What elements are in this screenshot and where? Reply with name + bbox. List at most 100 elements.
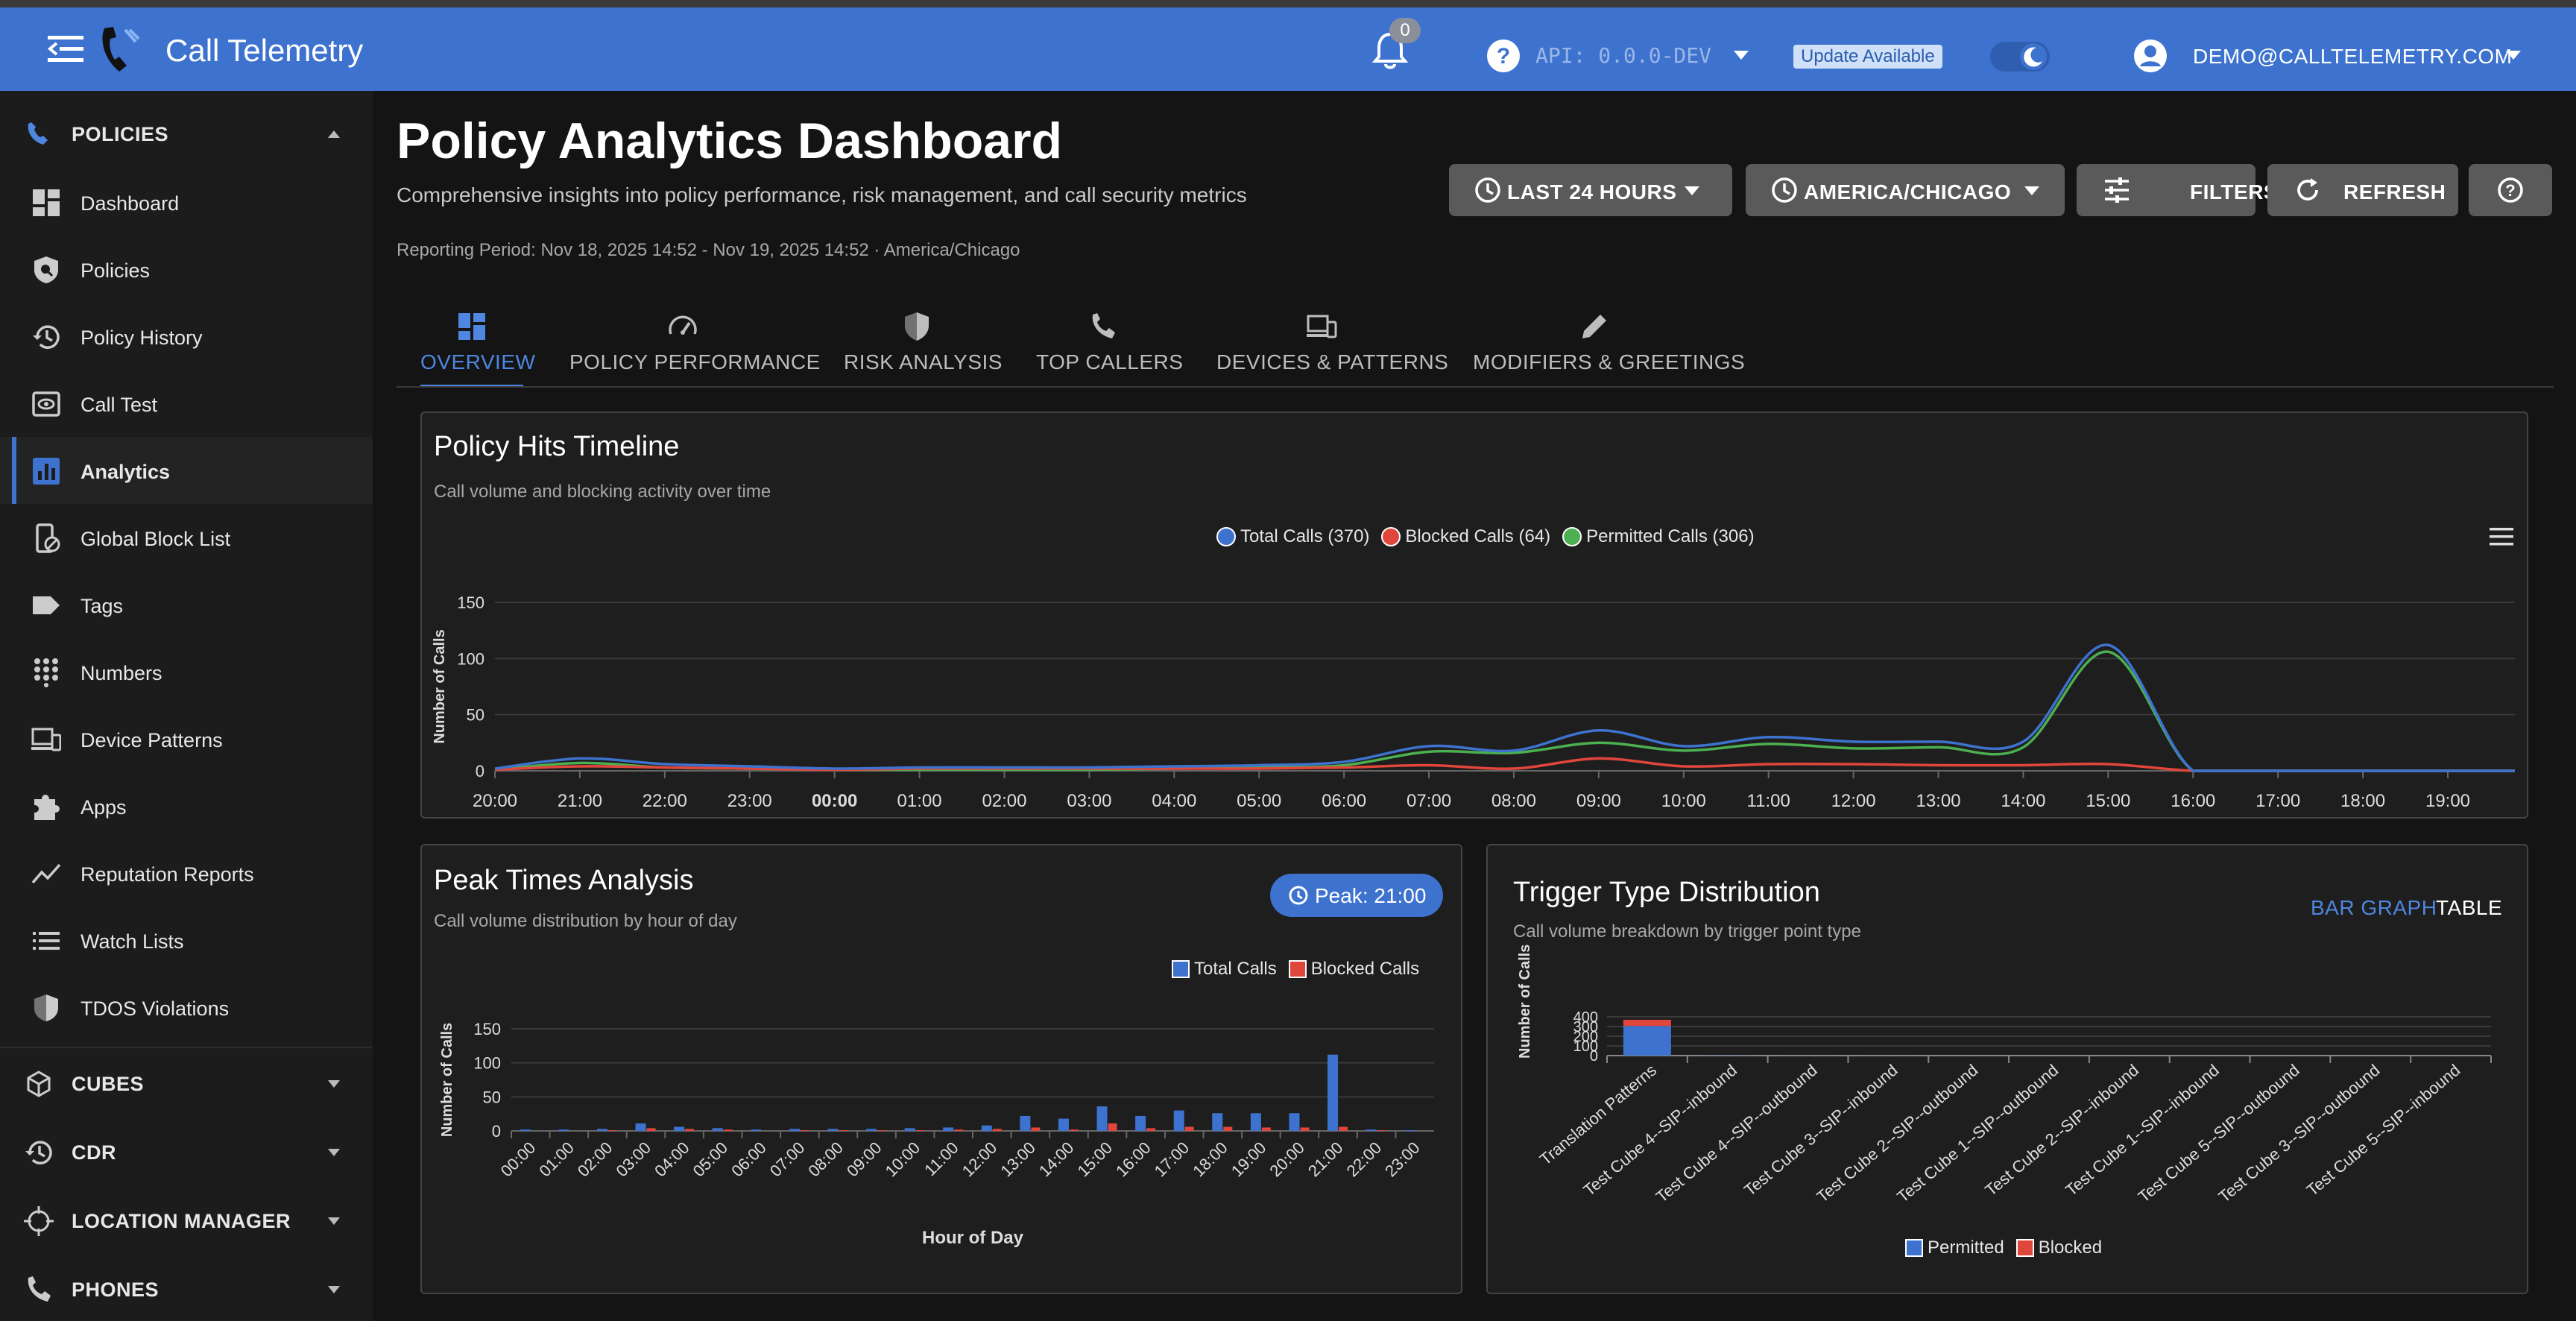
user-email[interactable]: DEMO@CALLTELEMETRY.COM: [2193, 45, 2513, 68]
bar-blocked: [877, 1130, 887, 1131]
x-tick-label: 18:00: [2340, 791, 2385, 811]
table-toggle[interactable]: TABLE: [2436, 896, 2503, 919]
y-tick-label: 300: [1573, 1019, 1598, 1035]
x-tick-label: 06:00: [1322, 791, 1366, 811]
x-tick-label: 21:00: [558, 791, 602, 811]
bar-blocked: [915, 1130, 925, 1131]
update-available-chip[interactable]: Update Available: [1793, 45, 1942, 69]
x-tick-label: 13:00: [1916, 791, 1960, 811]
tab-policy-performance[interactable]: POLICY PERFORMANCE: [569, 306, 820, 388]
bar-total: [712, 1128, 723, 1131]
sidebar-item-reputation-reports[interactable]: Reputation Reports: [0, 839, 373, 907]
legend-item-blocked[interactable]: Blocked: [2015, 1238, 2102, 1258]
x-tick-label: 11:00: [921, 1138, 962, 1179]
chart-menu-icon[interactable]: [2490, 528, 2513, 546]
puzzle-icon: [34, 795, 60, 820]
chevron-down-icon[interactable]: [2506, 51, 2521, 60]
time-range-select[interactable]: LAST 24 HOURS: [1449, 164, 1732, 216]
legend-item-permitted[interactable]: Permitted: [1905, 1238, 2004, 1258]
shield-icon: [34, 994, 58, 1021]
sidebar-item-call-test[interactable]: Call Test: [0, 370, 373, 437]
bar-total: [1289, 1113, 1300, 1131]
bar-total: [1250, 1113, 1261, 1131]
phone-icon: [1092, 313, 1115, 338]
x-tick-label: 12:00: [959, 1138, 1001, 1181]
x-tick-label: 05:00: [1237, 791, 1281, 811]
y-tick-label: 100: [473, 1054, 501, 1073]
sidebar: POLICIES Dashboard Policies Policy Histo…: [0, 91, 373, 1321]
chevron-down-icon: [1685, 186, 1699, 195]
app-title: Call Telemetry: [165, 33, 364, 68]
sidebar-section-label: POLICIES: [72, 122, 169, 145]
bar-total: [789, 1129, 800, 1131]
toggle-knob: [2020, 43, 2047, 70]
bar-total: [596, 1129, 607, 1131]
card-subtitle: Call volume breakdown by trigger point t…: [1513, 921, 1861, 942]
sidebar-item-label: Analytics: [80, 461, 171, 483]
api-version[interactable]: API: 0.0.0-DEV: [1535, 43, 1712, 68]
sidebar-section-cdr[interactable]: CDR: [0, 1118, 373, 1187]
card-subtitle: Call volume and blocking activity over t…: [434, 482, 771, 502]
sidebar-item-policies[interactable]: Policies: [0, 236, 373, 303]
sidebar-section-cubes[interactable]: CUBES: [0, 1050, 373, 1118]
bar-total: [635, 1123, 646, 1131]
x-tick-label: 18:00: [1189, 1138, 1231, 1181]
legend-item-total[interactable]: Total Calls: [1172, 959, 1277, 980]
bar-graph-toggle[interactable]: BAR GRAPH: [2311, 896, 2437, 919]
sidebar-item-tdos-violations[interactable]: TDOS Violations: [0, 974, 373, 1041]
bar-total: [1366, 1129, 1377, 1131]
sidebar-section-phones[interactable]: PHONES: [0, 1255, 373, 1321]
phone-logo-icon: [102, 27, 140, 72]
theme-toggle[interactable]: [1990, 42, 2050, 72]
sidebar-item-dashboard[interactable]: Dashboard: [0, 168, 373, 236]
moon-icon: [2024, 47, 2042, 67]
x-tick-label: 10:00: [1661, 791, 1706, 811]
legend-item-blocked[interactable]: Blocked Calls (64): [1381, 526, 1550, 547]
menu-collapse-icon[interactable]: [48, 36, 83, 63]
timezone-select[interactable]: AMERICA/CHICAGO: [1746, 164, 2065, 216]
sidebar-item-tags[interactable]: Tags: [0, 571, 373, 638]
legend-item-blocked[interactable]: Blocked Calls: [1288, 959, 1419, 980]
y-tick-label: 150: [473, 1020, 501, 1038]
peak-times-chart: 0 50 100 150 Number of Calls Hour of Day 00:00…: [439, 1020, 1434, 1248]
y-axis-label: Number of Calls: [439, 1023, 455, 1137]
bar-total: [904, 1128, 915, 1131]
filters-button[interactable]: FILTERS: [2077, 164, 2278, 216]
legend-item-permitted[interactable]: Permitted Calls (306): [1562, 526, 1755, 547]
help-button[interactable]: ?: [2469, 164, 2552, 216]
x-tick-label: Test Cube 4--SIP--outbound: [1652, 1061, 1821, 1206]
x-tick-label: 08:00: [804, 1138, 847, 1181]
sidebar-item-analytics[interactable]: Analytics: [0, 437, 373, 504]
x-tick-label: 01:00: [897, 791, 942, 811]
app-bar: Call Telemetry 0 ? API: 0.0.0-DEV Update…: [0, 7, 2576, 91]
x-tick-label: 02:00: [574, 1138, 616, 1181]
sidebar-item-label: Policy History: [80, 327, 203, 349]
trigger-type-card: Trigger Type Distribution Call volume br…: [1486, 844, 2528, 1294]
refresh-button[interactable]: REFRESH: [2267, 164, 2458, 216]
sidebar-item-numbers[interactable]: Numbers: [0, 638, 373, 705]
account-circle-icon[interactable]: [2133, 39, 2168, 73]
sidebar-item-policy-history[interactable]: Policy History: [0, 303, 373, 370]
tab-devices-patterns[interactable]: DEVICES & PATTERNS: [1216, 306, 1448, 388]
x-tick-label: 01:00: [535, 1138, 578, 1181]
sidebar-section-policies[interactable]: POLICIES: [0, 100, 373, 168]
help-circle-icon[interactable]: ?: [1486, 39, 1521, 73]
tab-risk-analysis[interactable]: RISK ANALYSIS: [844, 306, 1002, 388]
tab-top-callers[interactable]: TOP CALLERS: [1036, 306, 1183, 388]
tab-overview[interactable]: OVERVIEW: [420, 306, 535, 388]
tab-modifiers-greetings[interactable]: MODIFIERS & GREETINGS: [1473, 306, 1745, 388]
x-tick-label: Test Cube 5--SIP--inbound: [2303, 1061, 2464, 1200]
sidebar-item-device-patterns[interactable]: Device Patterns: [0, 705, 373, 772]
bar-blocked: [1146, 1128, 1156, 1131]
devices-icon: [31, 728, 61, 751]
sidebar-section-location-manager[interactable]: LOCATION MANAGER: [0, 1187, 373, 1255]
sidebar-item-label: Reputation Reports: [80, 863, 254, 886]
sidebar-item-apps[interactable]: Apps: [0, 772, 373, 839]
sidebar-item-label: Apps: [80, 796, 127, 819]
speedometer-icon: [669, 315, 697, 335]
sidebar-item-watch-lists[interactable]: Watch Lists: [0, 907, 373, 974]
chevron-down-icon[interactable]: [1734, 51, 1749, 60]
legend-item-total[interactable]: Total Calls (370): [1216, 526, 1369, 547]
bar-blocked: [1261, 1127, 1271, 1131]
sidebar-item-global-block-list[interactable]: Global Block List: [0, 504, 373, 571]
